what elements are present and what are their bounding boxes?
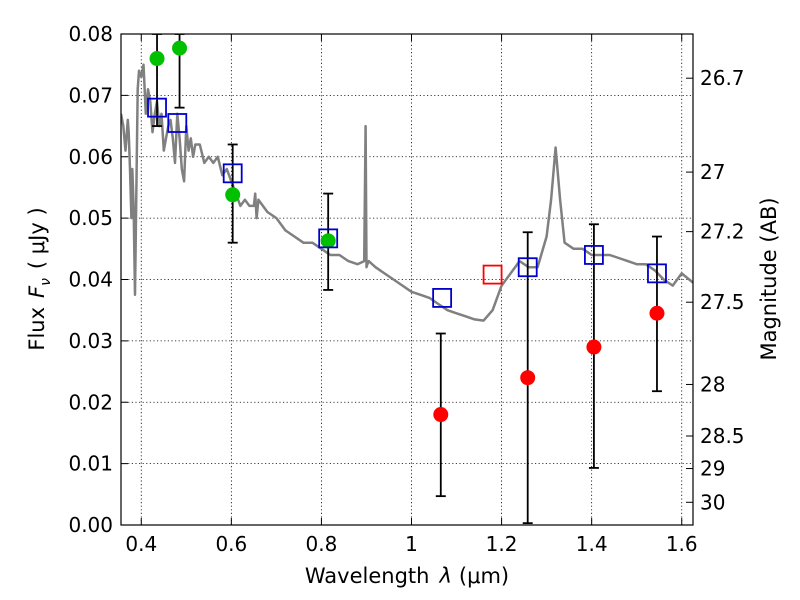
data-point xyxy=(172,40,188,56)
y-tick-label: 0.02 xyxy=(68,390,113,414)
x-tick-label: 1 xyxy=(405,532,418,556)
x-axis-label-unit: (μm) xyxy=(459,564,509,588)
y-axis-label-text: Flux xyxy=(25,307,49,351)
y-tick-label: 0.04 xyxy=(68,268,113,292)
y-axis-ticks: 0.00 0.01 0.02 0.03 0.04 0.05 0.06 0.07 0.08 xyxy=(68,22,128,537)
marker-layer xyxy=(147,40,667,423)
y-tick-label: 0.07 xyxy=(68,83,113,107)
y2-tick-label: 27 xyxy=(700,160,725,184)
y-axis-label: Flux Fν ( μJy ) xyxy=(25,207,54,350)
y-axis-label-symbol: F xyxy=(25,285,49,298)
y-tick-label: 0.05 xyxy=(68,206,113,230)
sed-line xyxy=(121,63,693,322)
data-point xyxy=(320,233,336,249)
data-point xyxy=(649,305,665,321)
model-square xyxy=(432,288,453,308)
model-square xyxy=(647,263,667,284)
y2-tick-label: 28 xyxy=(700,372,725,396)
plot-content xyxy=(121,34,693,525)
x-tick-label: 0.4 xyxy=(125,532,157,556)
y-tick-label: 0.00 xyxy=(68,513,113,537)
y2-axis-label: Magnitude (AB) xyxy=(757,197,781,360)
x-tick-label: 1.6 xyxy=(666,532,698,556)
x-tick-label: 1.2 xyxy=(486,532,518,556)
y2-tick-label: 28.5 xyxy=(700,424,745,448)
y-tick-label: 0.01 xyxy=(68,452,113,476)
model-square xyxy=(517,257,538,278)
data-point xyxy=(520,370,536,386)
model-square xyxy=(222,163,243,184)
y-axis-label-symbol-sub: ν xyxy=(38,278,54,286)
model-square xyxy=(147,97,167,118)
model-square xyxy=(167,113,188,133)
data-point xyxy=(225,187,241,203)
x-axis-ticks: 0.4 0.6 0.8 1 1.2 1.4 1.6 xyxy=(125,34,698,556)
y2-tick-label: 27.5 xyxy=(700,290,745,314)
y-tick-label: 0.06 xyxy=(68,145,113,169)
x-axis-label: Wavelength λ (μm) xyxy=(305,564,509,588)
x-tick-label: 0.8 xyxy=(306,532,338,556)
y2-tick-label: 27.2 xyxy=(700,220,745,244)
x-axis-label-text: Wavelength xyxy=(305,564,430,588)
x-axis-label-symbol: λ xyxy=(438,564,451,588)
data-point xyxy=(433,407,449,423)
x-tick-label: 0.6 xyxy=(215,532,247,556)
model-square xyxy=(482,264,503,285)
data-point xyxy=(586,339,602,355)
data-point xyxy=(149,51,165,67)
y2-tick-label: 26.7 xyxy=(700,66,745,90)
sed-layer xyxy=(121,63,693,322)
y-tick-label: 0.08 xyxy=(68,22,113,46)
model-square xyxy=(318,228,339,249)
y2-tick-label: 29 xyxy=(700,457,725,481)
x-tick-label: 1.4 xyxy=(576,532,608,556)
y2-tick-label: 30 xyxy=(700,490,725,514)
model-square xyxy=(584,245,604,265)
y2-axis-ticks: 26.7 27 27.2 27.5 28 28.5 29 30 xyxy=(686,66,745,514)
y-axis-label-unit: ( μJy ) xyxy=(25,207,49,269)
y-tick-label: 0.03 xyxy=(68,329,113,353)
